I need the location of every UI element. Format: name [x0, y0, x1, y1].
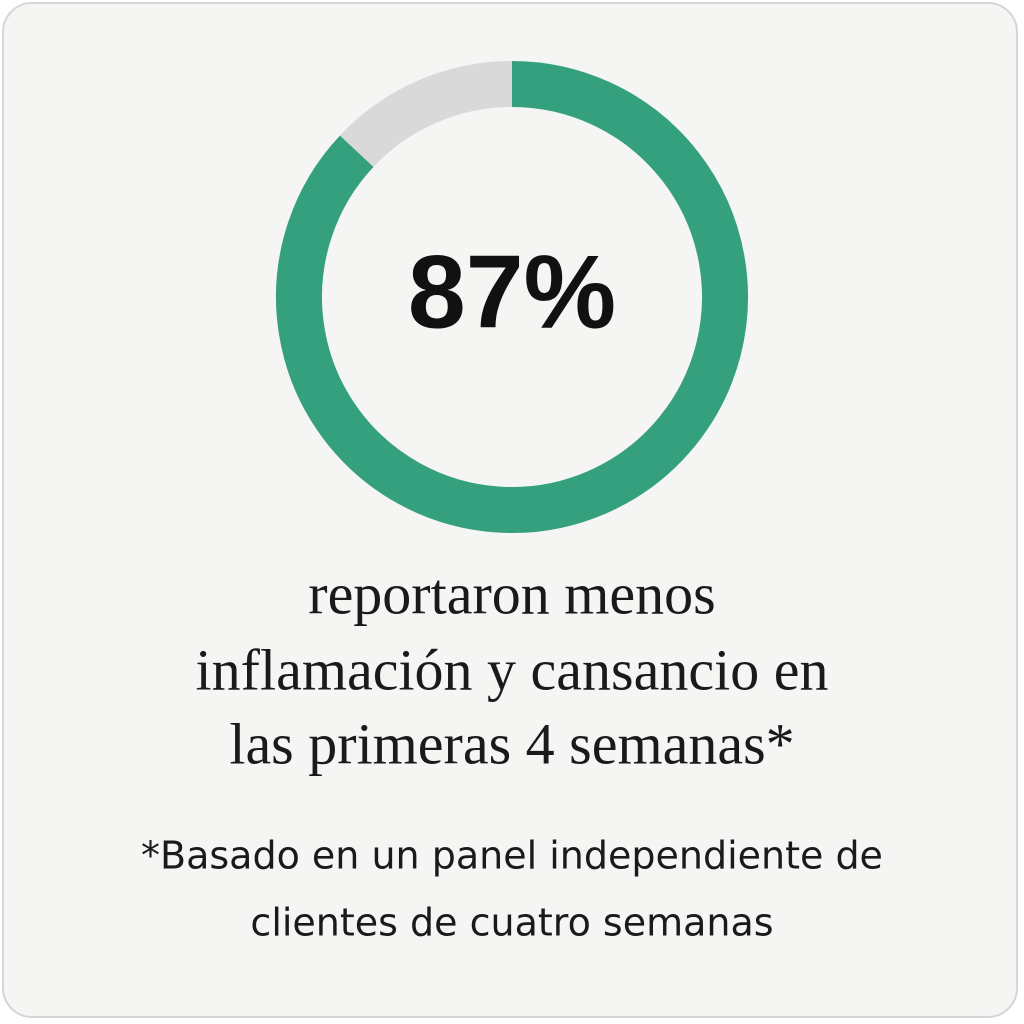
caption-line: reportaron menos [308, 561, 715, 626]
footnote-line: *Basado en un panel independiente de [141, 834, 883, 878]
donut-segment [339, 61, 513, 168]
value-label: 87% [408, 234, 616, 350]
donut [276, 61, 748, 533]
footnote-line: clientes de cuatro semanas [250, 901, 773, 945]
caption-line: las primeras 4 semanas* [229, 711, 794, 776]
donut-segment [276, 61, 748, 533]
caption-line: inflamación y cansancio en [196, 637, 829, 702]
